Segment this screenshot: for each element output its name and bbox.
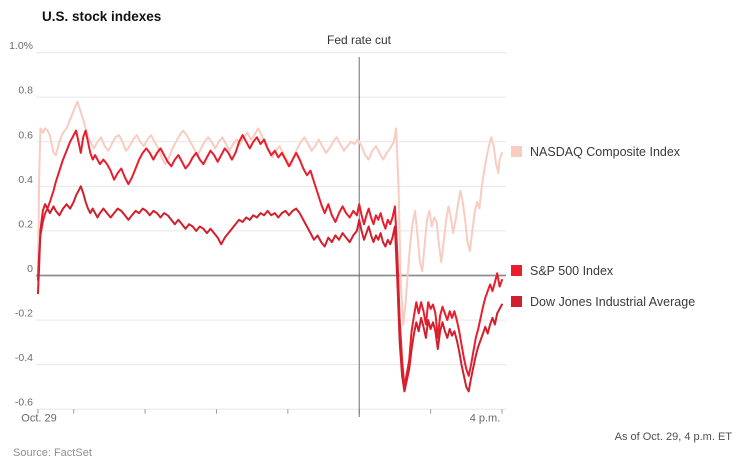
source-note: Source: FactSet — [13, 447, 92, 459]
as-of-note: As of Oct. 29, 4 p.m. ET — [614, 431, 732, 443]
legend-swatch-2 — [511, 296, 522, 307]
svg-text:4 p.m.: 4 p.m. — [470, 413, 501, 425]
svg-text:Oct. 29: Oct. 29 — [21, 413, 56, 425]
legend-swatch-1 — [511, 265, 522, 276]
axis-labels-layer: 1.0% 0.8 0.6 0.4 0.2 0 -0.2 -0.4 -0.6 Oct. 29 4 p.… — [9, 40, 500, 424]
legend-item-nasdaq: NASDAQ Composite Index — [511, 144, 680, 159]
fed-rate-cut-annotation: Fed rate cut — [326, 33, 392, 47]
grid-layer — [36, 52, 506, 414]
page-title: U.S. stock indexes — [42, 9, 162, 24]
svg-text:-0.6: -0.6 — [15, 397, 33, 409]
legend-label-sp500: S&P 500 Index — [530, 263, 614, 278]
svg-text:0.2: 0.2 — [18, 218, 33, 230]
legend-swatch-0 — [511, 146, 522, 157]
legend-item-sp500: S&P 500 Index — [511, 263, 613, 278]
legend-label-dow: Dow Jones Industrial Average — [530, 294, 696, 309]
legend-item-dow: Dow Jones Industrial Average — [511, 294, 695, 309]
svg-text:1.0%: 1.0% — [9, 40, 33, 52]
series-layer — [37, 100, 503, 393]
svg-text:-0.2: -0.2 — [15, 308, 33, 320]
svg-text:0: 0 — [27, 263, 33, 275]
svg-text:-0.4: -0.4 — [15, 352, 33, 364]
legend-label-nasdaq: NASDAQ Composite Index — [530, 144, 681, 159]
svg-text:0.4: 0.4 — [18, 174, 33, 186]
svg-text:0.8: 0.8 — [18, 85, 33, 97]
svg-text:0.6: 0.6 — [18, 129, 33, 141]
